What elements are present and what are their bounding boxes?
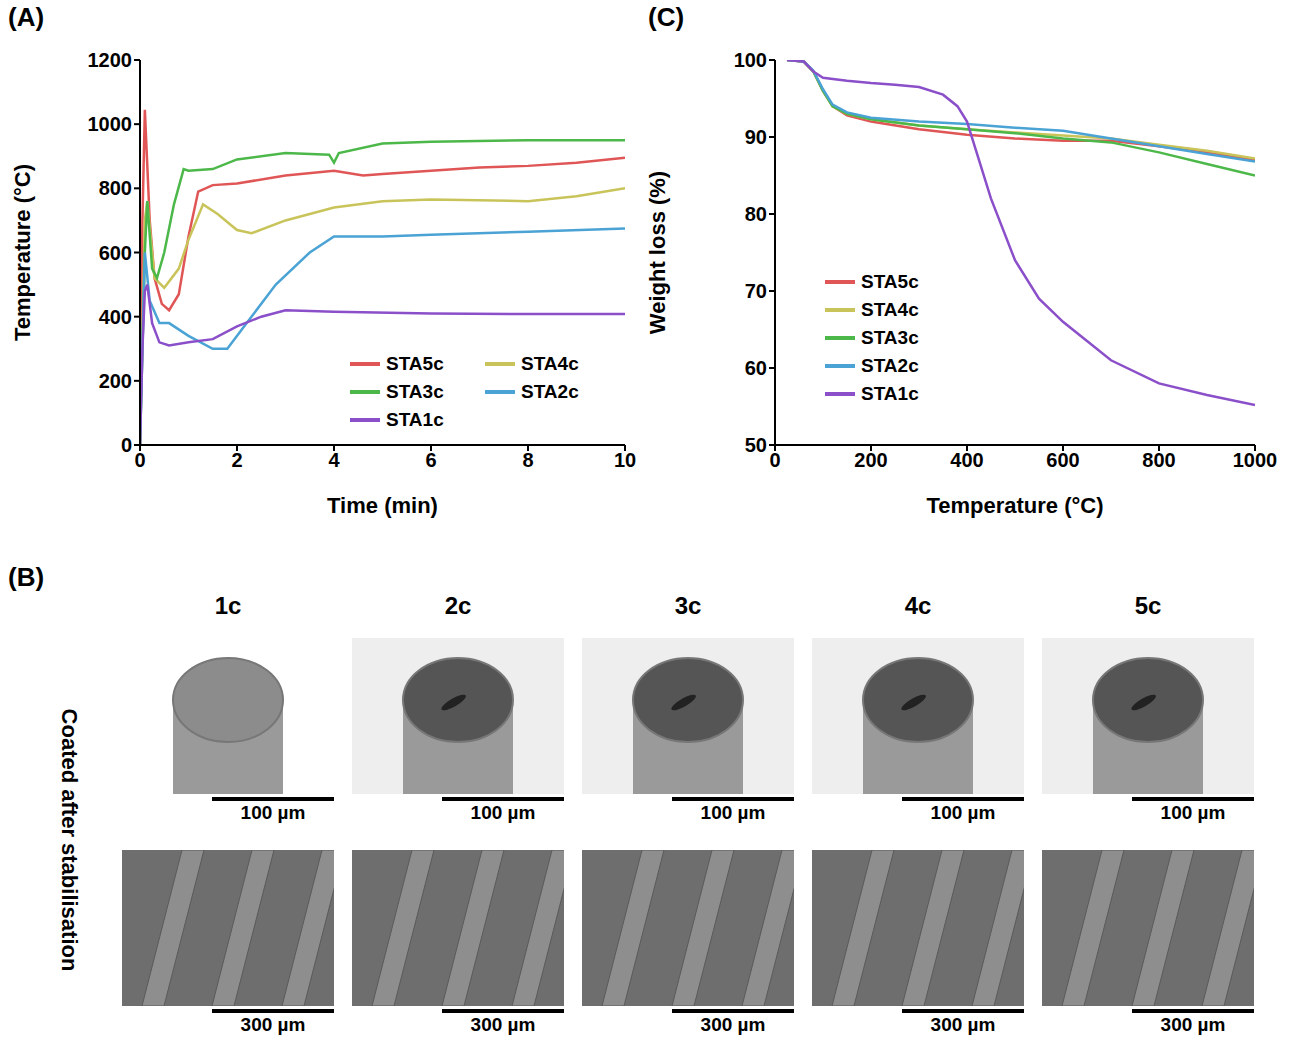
html-text:STA1c: STA1c <box>386 409 444 430</box>
svg-text:1000: 1000 <box>1233 449 1278 471</box>
html-text:5c: 5c <box>1134 592 1162 619</box>
html-text:(C): (C) <box>648 2 685 32</box>
html-text:(A): (A) <box>8 2 45 32</box>
svg-text:400: 400 <box>950 449 983 471</box>
svg-text:10: 10 <box>614 449 636 471</box>
svg-text:90: 90 <box>745 126 767 148</box>
svg-text:1200: 1200 <box>88 49 133 71</box>
html-text:STA4c: STA4c <box>861 299 919 320</box>
html-text:STA2c: STA2c <box>861 355 919 376</box>
html-text:STA1c: STA1c <box>861 383 919 404</box>
html-text:STA3c: STA3c <box>861 327 919 348</box>
svg-text:600: 600 <box>99 242 132 264</box>
svg-text:Temperature (°C): Temperature (°C) <box>10 164 35 341</box>
svg-text:Temperature (°C): Temperature (°C) <box>926 493 1103 518</box>
html-text:4c: 4c <box>904 592 932 619</box>
svg-text:200: 200 <box>99 370 132 392</box>
html-text:STA2c: STA2c <box>521 381 579 402</box>
svg-text:800: 800 <box>99 177 132 199</box>
svg-text:Coated after stabilisation: Coated after stabilisation <box>57 709 82 972</box>
html-text:(B): (B) <box>8 562 45 592</box>
html-text:STA5c: STA5c <box>386 353 444 374</box>
svg-text:4: 4 <box>328 449 340 471</box>
html-text:100 µm: 100 µm <box>700 802 766 823</box>
html-text:STA5c: STA5c <box>861 271 919 292</box>
html-text:2c: 2c <box>444 592 472 619</box>
svg-text:600: 600 <box>1046 449 1079 471</box>
svg-text:0: 0 <box>769 449 780 471</box>
html-text:STA3c: STA3c <box>386 381 444 402</box>
svg-text:100: 100 <box>734 49 767 71</box>
html-text:100 µm: 100 µm <box>1160 802 1226 823</box>
html-text:300 µm: 300 µm <box>930 1014 996 1035</box>
html-text:100 µm: 100 µm <box>240 802 306 823</box>
svg-text:200: 200 <box>854 449 887 471</box>
svg-text:400: 400 <box>99 306 132 328</box>
svg-text:60: 60 <box>745 357 767 379</box>
svg-text:Weight loss (%): Weight loss (%) <box>645 171 670 334</box>
svg-text:70: 70 <box>745 280 767 302</box>
svg-text:8: 8 <box>522 449 533 471</box>
svg-text:80: 80 <box>745 203 767 225</box>
svg-text:0: 0 <box>134 449 145 471</box>
svg-text:2: 2 <box>231 449 242 471</box>
svg-text:1000: 1000 <box>88 113 133 135</box>
html-text:100 µm: 100 µm <box>470 802 536 823</box>
svg-text:Time (min): Time (min) <box>327 493 438 518</box>
html-text:300 µm: 300 µm <box>240 1014 306 1035</box>
html-text:300 µm: 300 µm <box>700 1014 766 1035</box>
svg-text:0: 0 <box>121 434 132 456</box>
html-text:300 µm: 300 µm <box>1160 1014 1226 1035</box>
svg-text:50: 50 <box>745 434 767 456</box>
svg-text:6: 6 <box>425 449 436 471</box>
html-text:100 µm: 100 µm <box>930 802 996 823</box>
html-text:STA4c: STA4c <box>521 353 579 374</box>
html-text:3c: 3c <box>674 592 702 619</box>
svg-text:800: 800 <box>1142 449 1175 471</box>
html-text:300 µm: 300 µm <box>470 1014 536 1035</box>
html-text:1c: 1c <box>214 592 242 619</box>
